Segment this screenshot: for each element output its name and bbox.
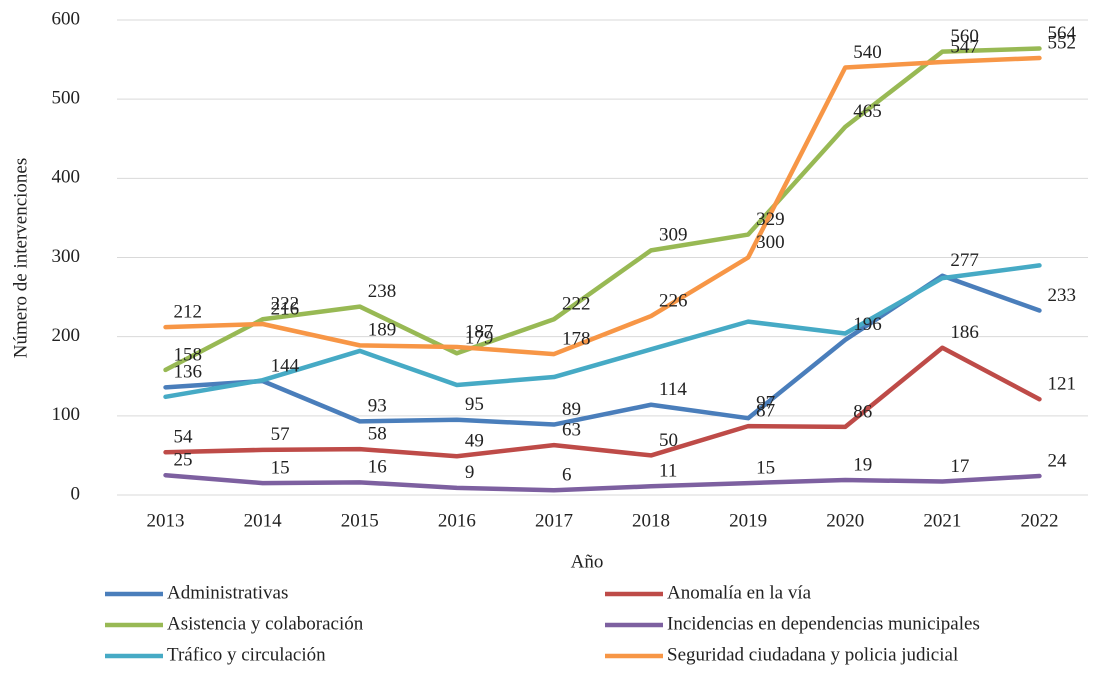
x-tick-label: 2015 xyxy=(341,510,379,531)
data-label: 465 xyxy=(853,101,882,122)
data-label: 17 xyxy=(950,456,969,477)
data-label: 560 xyxy=(950,26,979,47)
data-label: 15 xyxy=(271,457,290,478)
x-tick-label: 2014 xyxy=(244,510,283,531)
y-axis-label: Número de intervenciones xyxy=(10,158,31,358)
data-label: 216 xyxy=(271,298,300,319)
data-label: 179 xyxy=(465,328,494,349)
y-tick-label: 100 xyxy=(52,404,81,425)
data-label: 196 xyxy=(853,314,882,335)
data-label: 144 xyxy=(271,355,300,376)
data-label: 189 xyxy=(368,320,397,341)
data-label: 547 xyxy=(950,36,979,57)
data-label: 136 xyxy=(174,362,203,383)
y-tick-label: 600 xyxy=(52,8,81,29)
y-tick-label: 200 xyxy=(52,325,81,346)
data-label: 238 xyxy=(368,281,397,302)
data-label: 178 xyxy=(562,328,591,349)
data-label: 58 xyxy=(368,423,387,444)
data-label: 57 xyxy=(271,424,290,445)
data-label: 89 xyxy=(562,399,581,420)
x-tick-label: 2013 xyxy=(147,510,185,531)
data-label: 222 xyxy=(562,294,591,315)
data-label: 6 xyxy=(562,465,572,486)
legend-label: Seguridad ciudadana y policia judicial xyxy=(667,644,958,665)
line-series xyxy=(163,472,1042,493)
data-label: 564 xyxy=(1047,23,1076,44)
x-axis-label: Año xyxy=(571,551,604,572)
data-label: 24 xyxy=(1047,450,1067,471)
data-label: 11 xyxy=(659,461,677,482)
x-tick-label: 2022 xyxy=(1020,510,1058,531)
data-label: 226 xyxy=(659,290,688,311)
data-label: 329 xyxy=(756,209,785,230)
y-tick-label: 500 xyxy=(52,88,81,109)
data-label: 121 xyxy=(1047,374,1076,395)
data-label: 309 xyxy=(659,225,688,246)
x-tick-label: 2018 xyxy=(632,510,670,531)
data-label: 300 xyxy=(756,232,785,253)
data-label: 158 xyxy=(174,344,203,365)
data-label: 95 xyxy=(465,394,484,415)
data-label: 97 xyxy=(756,393,775,414)
legend-label: Tráfico y circulación xyxy=(167,644,326,665)
line-series xyxy=(163,55,1042,357)
data-label: 233 xyxy=(1047,285,1076,306)
line-series xyxy=(163,345,1042,459)
x-tick-label: 2017 xyxy=(535,510,573,531)
data-label: 25 xyxy=(174,450,193,471)
data-label: 50 xyxy=(659,430,678,451)
line-series xyxy=(163,46,1042,373)
data-label: 86 xyxy=(853,401,872,422)
data-label: 49 xyxy=(465,431,484,452)
y-tick-label: 400 xyxy=(52,167,81,188)
x-tick-label: 2016 xyxy=(438,510,476,531)
legend-label: Asistencia y colaboración xyxy=(167,613,364,634)
data-label: 63 xyxy=(562,419,581,440)
data-label: 16 xyxy=(368,457,387,478)
data-label: 186 xyxy=(950,322,979,343)
legend-label: Anomalía en la vía xyxy=(667,582,812,603)
data-label: 9 xyxy=(465,462,475,483)
data-label: 54 xyxy=(174,427,194,448)
data-label: 540 xyxy=(853,42,882,63)
data-label: 222 xyxy=(271,294,300,315)
y-tick-label: 300 xyxy=(52,246,81,267)
data-label: 19 xyxy=(853,454,872,475)
data-label: 212 xyxy=(174,302,203,323)
x-tick-label: 2019 xyxy=(729,510,767,531)
data-label: 15 xyxy=(756,457,775,478)
line-series xyxy=(163,263,1042,400)
data-label: 552 xyxy=(1047,32,1076,53)
data-label: 93 xyxy=(368,396,387,417)
legend-label: Administrativas xyxy=(167,582,288,603)
legend-label: Incidencias en dependencias municipales xyxy=(667,613,980,634)
data-label: 277 xyxy=(950,250,979,271)
x-tick-label: 2020 xyxy=(826,510,864,531)
x-tick-label: 2021 xyxy=(923,510,961,531)
data-label: 87 xyxy=(756,400,775,421)
data-label: 114 xyxy=(659,379,687,400)
y-tick-label: 0 xyxy=(71,483,81,504)
data-label: 187 xyxy=(465,321,494,342)
